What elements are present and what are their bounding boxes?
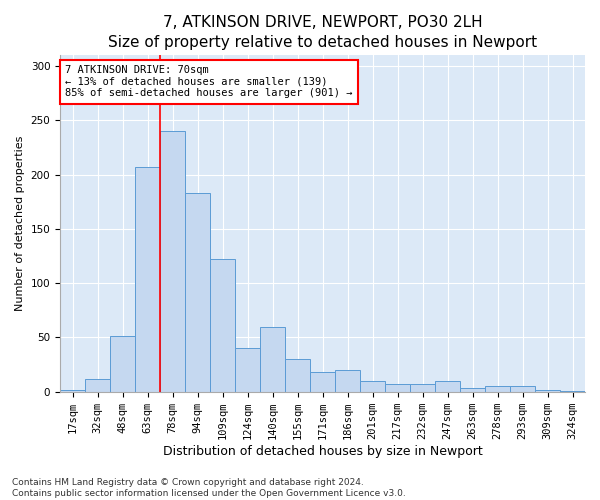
Bar [160, 131, 185, 392]
Bar [260, 326, 285, 392]
Bar [435, 381, 460, 392]
Bar [410, 384, 435, 392]
Title: 7, ATKINSON DRIVE, NEWPORT, PO30 2LH
Size of property relative to detached house: 7, ATKINSON DRIVE, NEWPORT, PO30 2LH Siz… [108, 15, 537, 50]
Bar [135, 167, 160, 392]
Bar [310, 372, 335, 392]
Y-axis label: Number of detached properties: Number of detached properties [15, 136, 25, 311]
Bar [110, 336, 135, 392]
Bar [210, 260, 235, 392]
Bar [185, 193, 210, 392]
Bar [85, 378, 110, 392]
Bar [235, 348, 260, 392]
Bar [560, 390, 585, 392]
Bar [285, 359, 310, 392]
Bar [460, 388, 485, 392]
Bar [385, 384, 410, 392]
X-axis label: Distribution of detached houses by size in Newport: Distribution of detached houses by size … [163, 444, 482, 458]
Bar [335, 370, 360, 392]
Text: Contains HM Land Registry data © Crown copyright and database right 2024.
Contai: Contains HM Land Registry data © Crown c… [12, 478, 406, 498]
Text: 7 ATKINSON DRIVE: 70sqm
← 13% of detached houses are smaller (139)
85% of semi-d: 7 ATKINSON DRIVE: 70sqm ← 13% of detache… [65, 65, 353, 98]
Bar [485, 386, 510, 392]
Bar [360, 381, 385, 392]
Bar [510, 386, 535, 392]
Bar [535, 390, 560, 392]
Bar [60, 390, 85, 392]
